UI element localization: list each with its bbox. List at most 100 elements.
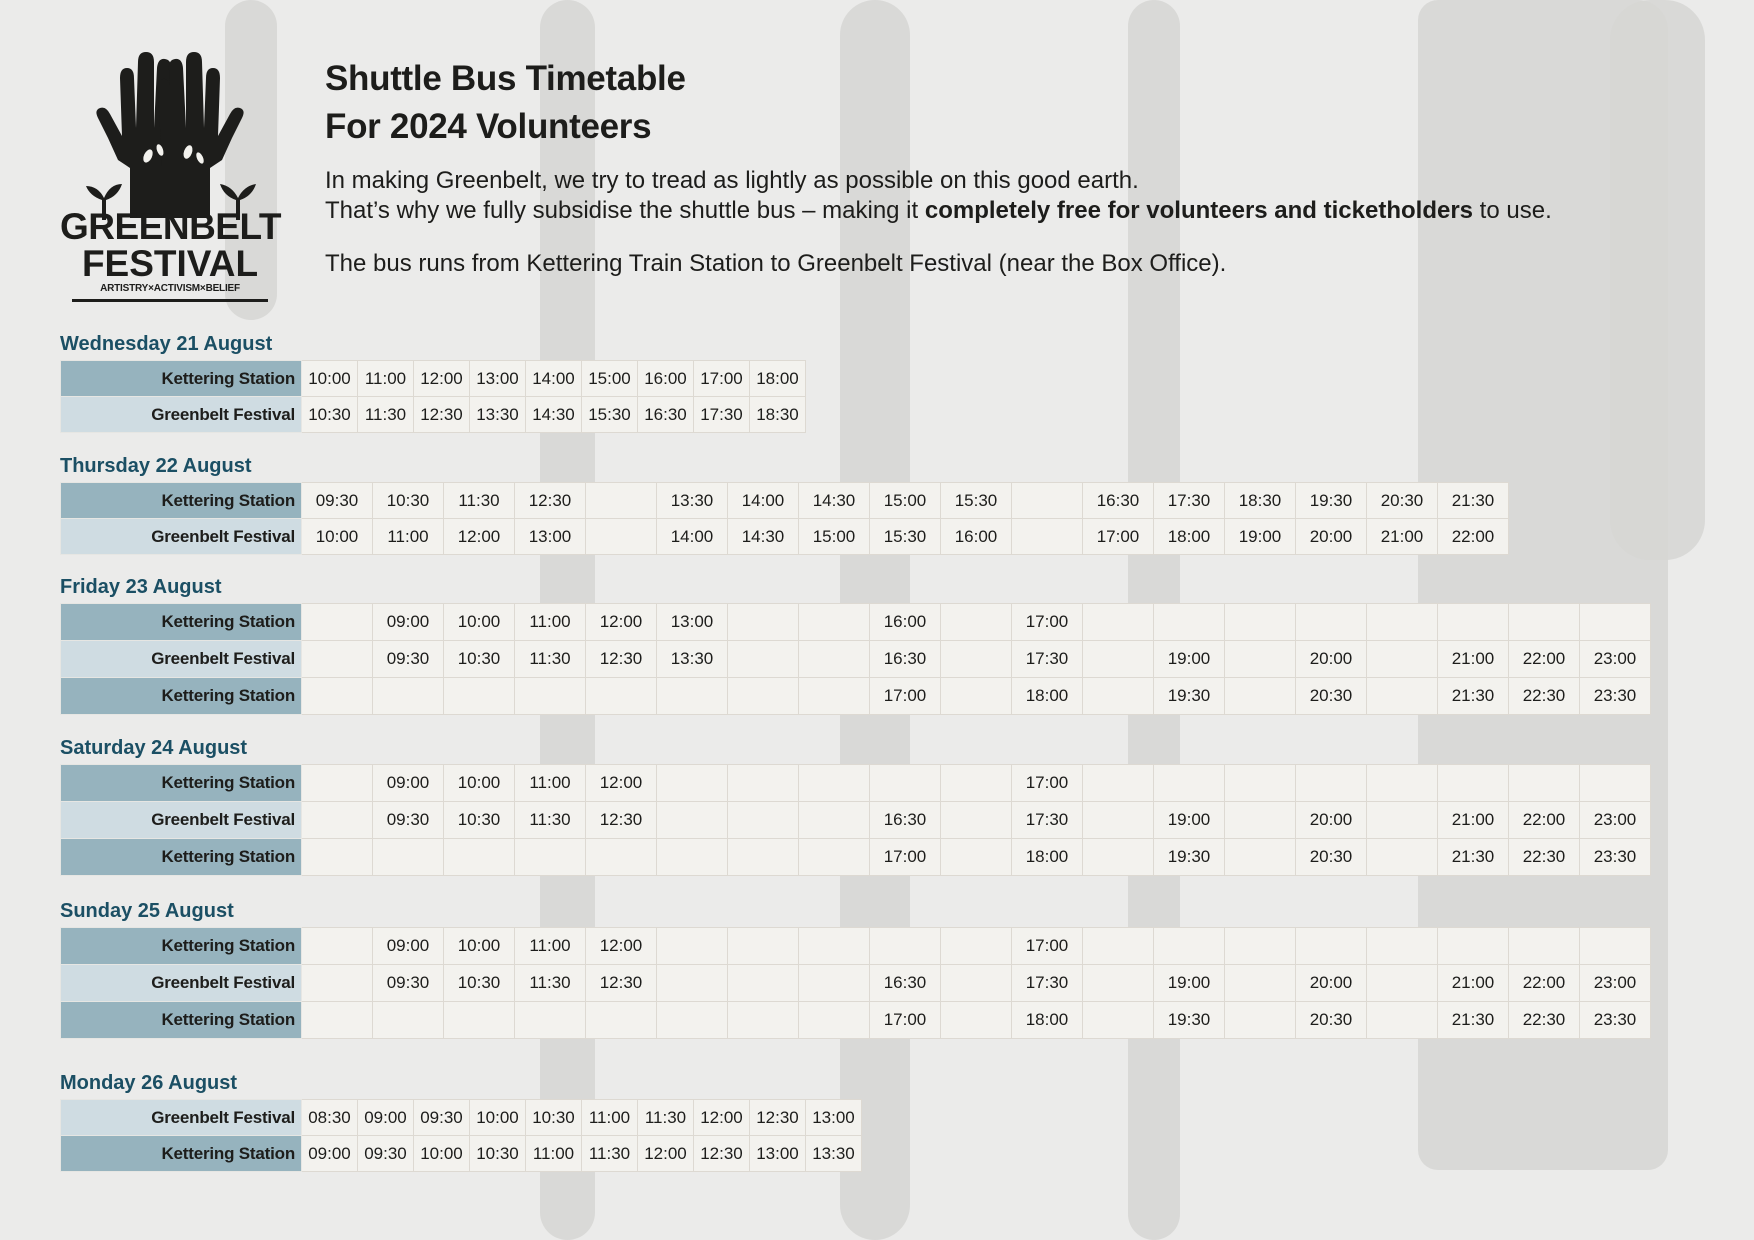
time-cell (1437, 764, 1509, 802)
table-row: Kettering Station 09:30 10:30 11:30 12:30 13:… (60, 482, 1509, 519)
table-row: Greenbelt Festival 08:30 09:00 09:30 10:00 10… (60, 1099, 862, 1136)
time-cell (940, 603, 1012, 641)
time-cell (656, 1001, 728, 1039)
time-cell (1224, 640, 1296, 678)
time-cell (301, 677, 373, 715)
time-cell: 18:30 (1224, 482, 1296, 519)
time-cell: 11:00 (514, 927, 586, 965)
time-cell: 23:00 (1579, 964, 1651, 1002)
intro-line-2-start: That’s why we fully subsidise the shuttl… (325, 197, 925, 224)
background-brush-stroke (1610, 0, 1705, 560)
time-cell: 10:00 (443, 764, 515, 802)
time-cell: 20:00 (1295, 640, 1367, 678)
time-cell: 16:00 (940, 518, 1012, 555)
time-cell: 12:30 (585, 801, 657, 839)
time-cell (1082, 964, 1154, 1002)
time-cell (1011, 518, 1083, 555)
time-cell: 18:00 (1011, 677, 1083, 715)
intro-text: In making Greenbelt, we try to tread as … (325, 166, 1705, 279)
time-cell: 09:30 (301, 482, 373, 519)
time-cell: 11:30 (514, 964, 586, 1002)
intro-line-2: That’s why we fully subsidise the shuttl… (325, 196, 1705, 226)
time-cell (585, 838, 657, 876)
time-cell: 17:30 (1011, 640, 1083, 678)
timetable: Kettering Station 09:30 10:30 11:30 12:30 13:… (60, 482, 1509, 555)
time-cell: 17:30 (693, 396, 750, 433)
time-cell (1366, 1001, 1438, 1039)
stop-label: Kettering Station (60, 482, 302, 519)
time-cell: 19:30 (1153, 838, 1225, 876)
stop-label: Kettering Station (60, 603, 302, 641)
time-cell: 10:30 (443, 801, 515, 839)
table-row: Kettering Station 09:00 10:00 11:00 12:00 17:… (60, 764, 1651, 802)
time-cell (1011, 482, 1083, 519)
day-title: Monday 26 August (60, 1072, 238, 1094)
stop-label: Greenbelt Festival (60, 964, 302, 1002)
time-cell (1508, 603, 1580, 641)
time-cell (656, 964, 728, 1002)
time-cell: 13:00 (469, 360, 526, 397)
time-cell (798, 838, 870, 876)
intro-line-2-end: to use. (1473, 197, 1552, 224)
time-cell: 17:00 (1082, 518, 1154, 555)
time-cell: 12:30 (749, 1099, 806, 1136)
table-row: Greenbelt Festival 10:30 11:30 12:30 13:30 14… (60, 396, 806, 433)
time-cell: 23:00 (1579, 801, 1651, 839)
time-cell: 19:30 (1153, 677, 1225, 715)
time-cell: 22:30 (1508, 838, 1580, 876)
time-cell (1295, 603, 1367, 641)
time-cell (1366, 801, 1438, 839)
time-cell (798, 927, 870, 965)
time-cell: 10:30 (301, 396, 358, 433)
time-cell: 11:00 (581, 1099, 638, 1136)
time-cell: 21:30 (1437, 677, 1509, 715)
time-cell (727, 764, 799, 802)
timetable: Kettering Station 10:00 11:00 12:00 13:00 14:… (60, 360, 806, 433)
time-cell (585, 482, 657, 519)
free-emphasis: completely free for volunteers and ticke… (924, 197, 1474, 224)
time-cell (1224, 677, 1296, 715)
brand-underline (72, 299, 268, 302)
table-row: Greenbelt Festival 09:30 10:30 11:30 12:30 16… (60, 801, 1651, 839)
page-title: Shuttle Bus Timetable For 2024 Volunteer… (325, 55, 686, 151)
time-cell: 18:00 (749, 360, 806, 397)
time-cell: 09:00 (372, 764, 444, 802)
time-cell: 19:30 (1153, 1001, 1225, 1039)
time-cell (1153, 927, 1225, 965)
time-cell: 10:30 (443, 964, 515, 1002)
time-cell (798, 801, 870, 839)
time-cell (301, 801, 373, 839)
time-cell: 15:30 (869, 518, 941, 555)
time-cell: 09:30 (372, 964, 444, 1002)
time-cell: 12:00 (585, 927, 657, 965)
time-cell (585, 1001, 657, 1039)
time-cell: 17:00 (869, 838, 941, 876)
table-row: Greenbelt Festival 10:00 11:00 12:00 13:00 14… (60, 518, 1509, 555)
time-cell (1224, 1001, 1296, 1039)
time-cell: 22:00 (1508, 640, 1580, 678)
time-cell: 15:30 (581, 396, 638, 433)
time-cell (301, 964, 373, 1002)
time-cell (940, 640, 1012, 678)
time-cell: 18:00 (1011, 1001, 1083, 1039)
time-cell: 17:30 (1011, 964, 1083, 1002)
time-cell: 12:00 (413, 360, 470, 397)
time-cell: 17:00 (693, 360, 750, 397)
time-cell (798, 640, 870, 678)
table-row: Kettering Station 09:00 09:30 10:00 10:30 11:… (60, 1135, 862, 1172)
time-cell (727, 838, 799, 876)
time-cell: 16:00 (637, 360, 694, 397)
time-cell: 19:00 (1224, 518, 1296, 555)
stop-label: Kettering Station (60, 1001, 302, 1039)
time-cell (940, 927, 1012, 965)
time-cell: 12:00 (637, 1135, 694, 1172)
timetable: Kettering Station 09:00 10:00 11:00 12:00 13:… (60, 603, 1651, 715)
day-schedule-friday: Friday 23 August Kettering Station 09:00 10… (60, 574, 1651, 715)
time-cell (372, 1001, 444, 1039)
time-cell: 10:30 (525, 1099, 582, 1136)
time-cell: 11:00 (372, 518, 444, 555)
time-cell: 23:30 (1579, 1001, 1651, 1039)
time-cell: 11:30 (514, 640, 586, 678)
time-cell (514, 677, 586, 715)
time-cell: 20:00 (1295, 964, 1367, 1002)
